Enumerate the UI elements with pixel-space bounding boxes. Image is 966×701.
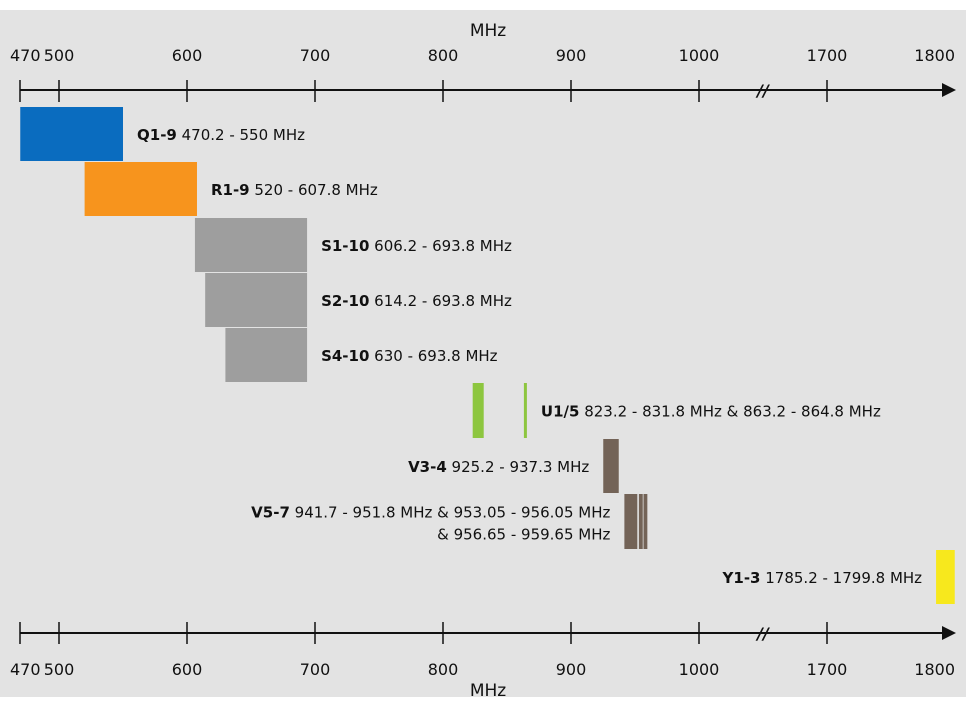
band-u1-5: U1/5 823.2 - 831.8 MHz & 863.2 - 864.8 M… [472, 383, 881, 438]
band-range: 941.7 - 951.8 MHz & 953.05 - 956.05 MHz [290, 504, 611, 522]
bottom-tick-label: 700 [300, 660, 331, 679]
band-bar [225, 328, 308, 382]
band-r1-9: R1-9 520 - 607.8 MHz [84, 162, 378, 216]
band-v5-7: V5-7 941.7 - 951.8 MHz & 953.05 - 956.05… [251, 494, 648, 549]
band-bar [472, 383, 484, 438]
band-name: Q1-9 [137, 126, 177, 144]
band-bar [624, 494, 638, 549]
bottom-tick-label: 600 [172, 660, 203, 679]
band-label: U1/5 823.2 - 831.8 MHz & 863.2 - 864.8 M… [541, 403, 881, 421]
top-tick-label: 1000 [679, 46, 720, 65]
top-tick-label: 500 [44, 46, 75, 65]
bottom-tick-label: 470 [10, 660, 41, 679]
band-name: R1-9 [211, 181, 250, 199]
band-name: U1/5 [541, 403, 580, 421]
top-axis-arrow [942, 83, 956, 97]
band-bar [936, 550, 955, 604]
top-axis-break-mark: // [755, 81, 770, 100]
bottom-tick-label: 800 [428, 660, 459, 679]
diagram-background [0, 10, 966, 697]
top-tick-label: 700 [300, 46, 331, 65]
band-range: 470.2 - 550 MHz [177, 126, 305, 144]
bottom-tick-label: 1700 [807, 660, 848, 679]
band-label: S1-10 606.2 - 693.8 MHz [321, 237, 512, 255]
band-y1-3: Y1-3 1785.2 - 1799.8 MHz [722, 550, 955, 604]
band-range: 520 - 607.8 MHz [250, 181, 378, 199]
band-range: 925.2 - 937.3 MHz [447, 458, 590, 476]
band-name: S1-10 [321, 237, 369, 255]
band-name: Y1-3 [722, 569, 761, 587]
band-range: 614.2 - 693.8 MHz [369, 292, 512, 310]
band-label: V5-7 941.7 - 951.8 MHz & 953.05 - 956.05… [251, 504, 610, 522]
bottom-tick-label: 900 [556, 660, 587, 679]
top-axis: MHz 470 500 600 700 800 900 1000 1700 1800 // [10, 21, 956, 102]
band-name: S4-10 [321, 347, 369, 365]
top-tick-label: 1700 [807, 46, 848, 65]
band-bar [523, 383, 527, 438]
band-s2-10: S2-10 614.2 - 693.8 MHz [205, 273, 512, 327]
bottom-axis: // 470 500 600 700 800 900 1000 1700 1800 MHz [10, 622, 956, 701]
top-tick-label: 800 [428, 46, 459, 65]
band-range: 1785.2 - 1799.8 MHz [760, 569, 922, 587]
frequency-bands: Q1-9 470.2 - 550 MHz R1-9 520 - 607.8 MHz… [20, 107, 955, 604]
bottom-tick-label: 1000 [679, 660, 720, 679]
bottom-tick-label: 1800 [914, 660, 955, 679]
top-tick-label: 600 [172, 46, 203, 65]
band-name: V5-7 [251, 504, 290, 522]
band-bar [84, 162, 197, 216]
band-label: Y1-3 1785.2 - 1799.8 MHz [722, 569, 923, 587]
band-label: S2-10 614.2 - 693.8 MHz [321, 292, 512, 310]
top-axis-tick-labels: 470 500 600 700 800 900 1000 1700 1800 [10, 46, 955, 65]
band-bar [20, 107, 123, 161]
bottom-axis-break-mark: // [755, 624, 770, 643]
band-bar [638, 494, 643, 549]
band-bar [603, 439, 619, 493]
band-label: R1-9 520 - 607.8 MHz [211, 181, 378, 199]
band-v3-4: V3-4 925.2 - 937.3 MHz [408, 439, 619, 493]
band-label: S4-10 630 - 693.8 MHz [321, 347, 498, 365]
band-name: S2-10 [321, 292, 369, 310]
bottom-axis-title: MHz [470, 681, 506, 697]
band-s1-10: S1-10 606.2 - 693.8 MHz [194, 218, 512, 272]
band-label: V3-4 925.2 - 937.3 MHz [408, 458, 589, 476]
band-range: 606.2 - 693.8 MHz [369, 237, 512, 255]
band-range: 823.2 - 831.8 MHz & 863.2 - 864.8 MHz [579, 403, 881, 421]
top-tick-label: 1800 [914, 46, 955, 65]
band-range-continued: & 956.65 - 959.65 MHz [437, 526, 610, 544]
top-axis-title: MHz [470, 21, 506, 41]
band-bar [643, 494, 648, 549]
band-range: 630 - 693.8 MHz [369, 347, 497, 365]
top-tick-label: 470 [10, 46, 41, 65]
top-tick-label: 900 [556, 46, 587, 65]
bottom-tick-label: 500 [44, 660, 75, 679]
top-axis-ticks [19, 80, 828, 102]
band-q1-9: Q1-9 470.2 - 550 MHz [20, 107, 305, 161]
band-bar [194, 218, 308, 272]
bottom-axis-ticks [19, 622, 828, 644]
band-label: Q1-9 470.2 - 550 MHz [137, 126, 305, 144]
band-name: V3-4 [408, 458, 447, 476]
bottom-axis-tick-labels: 470 500 600 700 800 900 1000 1700 1800 [10, 660, 955, 679]
band-bar [205, 273, 308, 327]
bottom-axis-arrow [942, 626, 956, 640]
band-s4-10: S4-10 630 - 693.8 MHz [225, 328, 498, 382]
